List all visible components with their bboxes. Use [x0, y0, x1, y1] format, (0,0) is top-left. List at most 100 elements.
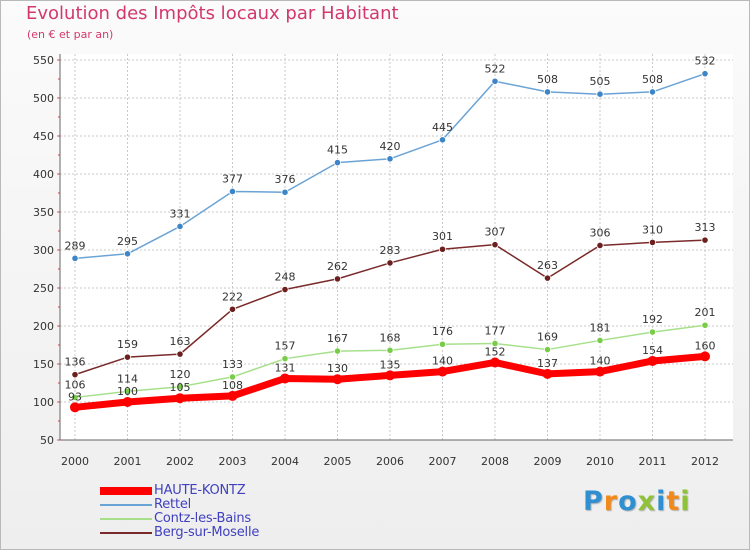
x-tick-label: 2012 — [691, 455, 719, 468]
data-point — [386, 346, 394, 354]
data-point — [176, 383, 184, 391]
data-point — [122, 397, 133, 407]
data-label: 377 — [222, 172, 243, 185]
y-tick-label: 50 — [40, 434, 54, 447]
data-label: 313 — [695, 221, 716, 234]
data-label: 133 — [222, 358, 243, 371]
x-tick-label: 2010 — [586, 455, 614, 468]
data-point — [71, 371, 79, 379]
data-label: 192 — [642, 313, 663, 326]
logo-letter: t — [666, 486, 681, 517]
data-point — [438, 340, 447, 348]
x-tick-label: 2001 — [114, 455, 142, 468]
data-label: 140 — [432, 355, 453, 368]
data-point — [176, 222, 184, 231]
data-label: 376 — [275, 173, 296, 186]
data-label: 100 — [117, 385, 138, 398]
data-point — [648, 328, 657, 336]
data-point — [438, 136, 447, 144]
data-label: 137 — [537, 357, 558, 370]
x-tick-label: 2005 — [324, 455, 352, 468]
x-tick-label: 2007 — [429, 455, 457, 468]
data-label: 130 — [327, 362, 348, 375]
data-point — [333, 347, 342, 355]
y-tick-label: 350 — [33, 206, 54, 219]
y-tick-label: 250 — [33, 282, 54, 295]
data-label: 114 — [117, 372, 138, 385]
data-label: 532 — [695, 55, 716, 68]
data-point — [71, 393, 79, 402]
proxiti-logo: Proxiti — [583, 486, 691, 517]
data-point — [543, 345, 552, 354]
y-tick-label: 300 — [33, 244, 54, 257]
legend-swatch — [100, 504, 152, 506]
data-point — [701, 236, 709, 244]
data-point — [123, 353, 132, 361]
data-label: 167 — [327, 332, 348, 345]
data-label: 168 — [380, 331, 401, 344]
data-point — [491, 77, 499, 85]
data-point — [542, 368, 553, 379]
data-label: 159 — [117, 338, 138, 351]
data-point — [595, 366, 605, 377]
x-tick-label: 2009 — [534, 455, 562, 468]
data-point — [333, 159, 342, 167]
data-label: 201 — [695, 306, 716, 319]
logo-letter: x — [637, 486, 657, 517]
data-point — [701, 70, 709, 78]
data-label: 105 — [170, 381, 191, 394]
legend-swatch — [100, 487, 152, 495]
legend-label: Contz-les-Bains — [154, 511, 252, 526]
data-point — [596, 241, 604, 250]
data-point — [596, 336, 604, 345]
logo-letter: o — [618, 486, 638, 517]
data-point — [281, 285, 289, 294]
logo-letter: i — [680, 486, 691, 517]
data-label: 263 — [537, 259, 558, 272]
y-tick-label: 200 — [33, 320, 54, 333]
data-point — [386, 259, 394, 267]
logo-letter: P — [583, 486, 604, 517]
logo-letter: r — [603, 486, 619, 517]
legend-label: HAUTE-KONTZ — [154, 483, 246, 498]
data-label: 157 — [275, 340, 296, 353]
data-point — [385, 370, 395, 381]
data-point — [386, 155, 394, 163]
data-label: 445 — [432, 121, 453, 134]
data-label: 289 — [65, 239, 86, 252]
data-point — [70, 402, 80, 413]
data-label: 508 — [537, 73, 558, 86]
legend-label: Berg-sur-Moselle — [154, 525, 260, 540]
data-point — [332, 374, 343, 385]
data-label: 136 — [65, 356, 86, 369]
data-label: 295 — [117, 235, 138, 248]
data-label: 301 — [432, 230, 453, 243]
data-point — [281, 188, 289, 196]
data-label: 508 — [642, 73, 663, 86]
data-point — [543, 88, 552, 96]
data-point — [648, 88, 657, 96]
data-point — [701, 321, 709, 329]
data-point — [543, 274, 552, 282]
y-tick-label: 500 — [33, 92, 54, 105]
data-point — [648, 238, 657, 246]
y-tick-label: 150 — [33, 358, 54, 371]
data-label: 306 — [590, 226, 611, 239]
legend-swatch — [100, 532, 152, 534]
data-label: 505 — [590, 75, 611, 88]
data-label: 131 — [275, 361, 296, 374]
data-label: 248 — [275, 271, 296, 284]
data-label: 420 — [380, 140, 401, 153]
data-point — [280, 373, 290, 384]
data-label: 154 — [642, 344, 663, 357]
data-point — [333, 275, 342, 283]
data-point — [176, 350, 184, 358]
data-label: 307 — [485, 226, 506, 239]
data-label: 135 — [380, 358, 401, 371]
x-tick-label: 2003 — [219, 455, 247, 468]
data-label: 120 — [170, 368, 191, 381]
data-label: 522 — [485, 62, 506, 75]
data-point — [491, 241, 499, 249]
x-tick-label: 2000 — [61, 455, 89, 468]
